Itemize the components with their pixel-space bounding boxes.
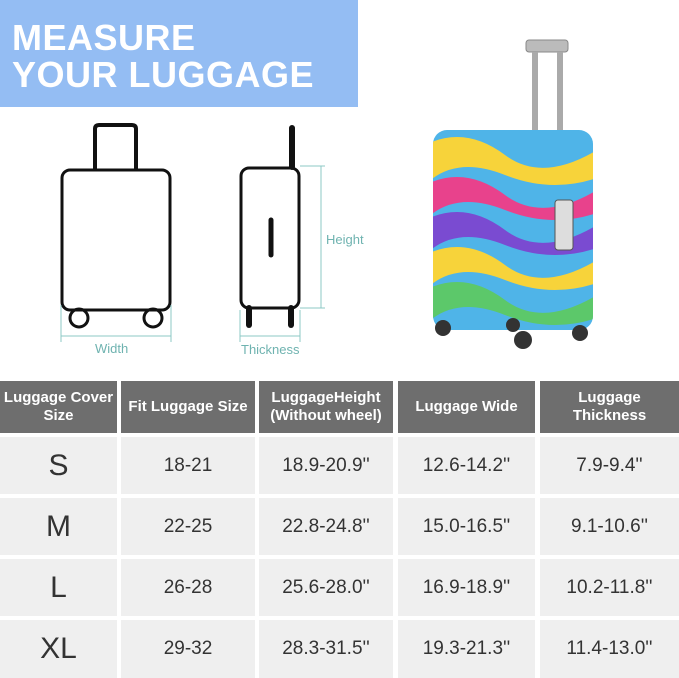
cell-height: 25.6-28.0'' — [259, 559, 393, 616]
side-handle — [554, 199, 574, 251]
width-measure-line — [60, 305, 172, 342]
height-thickness-measure-lines — [239, 165, 325, 342]
cell-cover-size: M — [0, 498, 117, 555]
cell-height: 28.3-31.5'' — [259, 620, 393, 678]
header-cover-size: Luggage Cover Size — [0, 381, 117, 433]
cell-fit-size: 29-32 — [121, 620, 255, 678]
cell-fit-size: 22-25 — [121, 498, 255, 555]
front-suitcase-icon — [60, 123, 172, 329]
height-label: Height — [326, 232, 364, 247]
cell-height: 18.9-20.9'' — [259, 437, 393, 494]
cell-cover-size: L — [0, 559, 117, 616]
luggage-cover-photo — [433, 39, 593, 349]
header-thickness: Luggage Thickness — [540, 381, 679, 433]
side-suitcase-icon — [239, 125, 301, 328]
cell-wide: 12.6-14.2'' — [398, 437, 535, 494]
header-wide: Luggage Wide — [398, 381, 535, 433]
title-banner: MEASURE YOUR LUGGAGE — [0, 0, 358, 107]
width-label: Width — [95, 341, 129, 356]
cell-cover-size: S — [0, 437, 117, 494]
cell-thickness: 7.9-9.4'' — [540, 437, 679, 494]
title-line-1: MEASURE — [12, 17, 196, 58]
thickness-label: Thickness — [241, 342, 300, 357]
cell-cover-size: XL — [0, 620, 117, 678]
cell-thickness: 10.2-11.8'' — [540, 559, 679, 616]
cell-fit-size: 26-28 — [121, 559, 255, 616]
cell-thickness: 11.4-13.0'' — [540, 620, 679, 678]
size-chart-table: Luggage Cover Size Fit Luggage Size Luggag… — [0, 381, 679, 678]
cell-fit-size: 18-21 — [121, 437, 255, 494]
cell-thickness: 9.1-10.6'' — [540, 498, 679, 555]
cell-wide: 15.0-16.5'' — [398, 498, 535, 555]
header-fit-size: Fit Luggage Size — [121, 381, 255, 433]
wheels — [435, 318, 588, 349]
cell-wide: 16.9-18.9'' — [398, 559, 535, 616]
cell-height: 22.8-24.8'' — [259, 498, 393, 555]
title-line-2: YOUR LUGGAGE — [12, 54, 315, 95]
cell-wide: 19.3-21.3'' — [398, 620, 535, 678]
header-height: LuggageHeight (Without wheel) — [259, 381, 393, 433]
telescoping-handle — [525, 39, 569, 130]
luggage-measure-diagram — [60, 123, 325, 342]
